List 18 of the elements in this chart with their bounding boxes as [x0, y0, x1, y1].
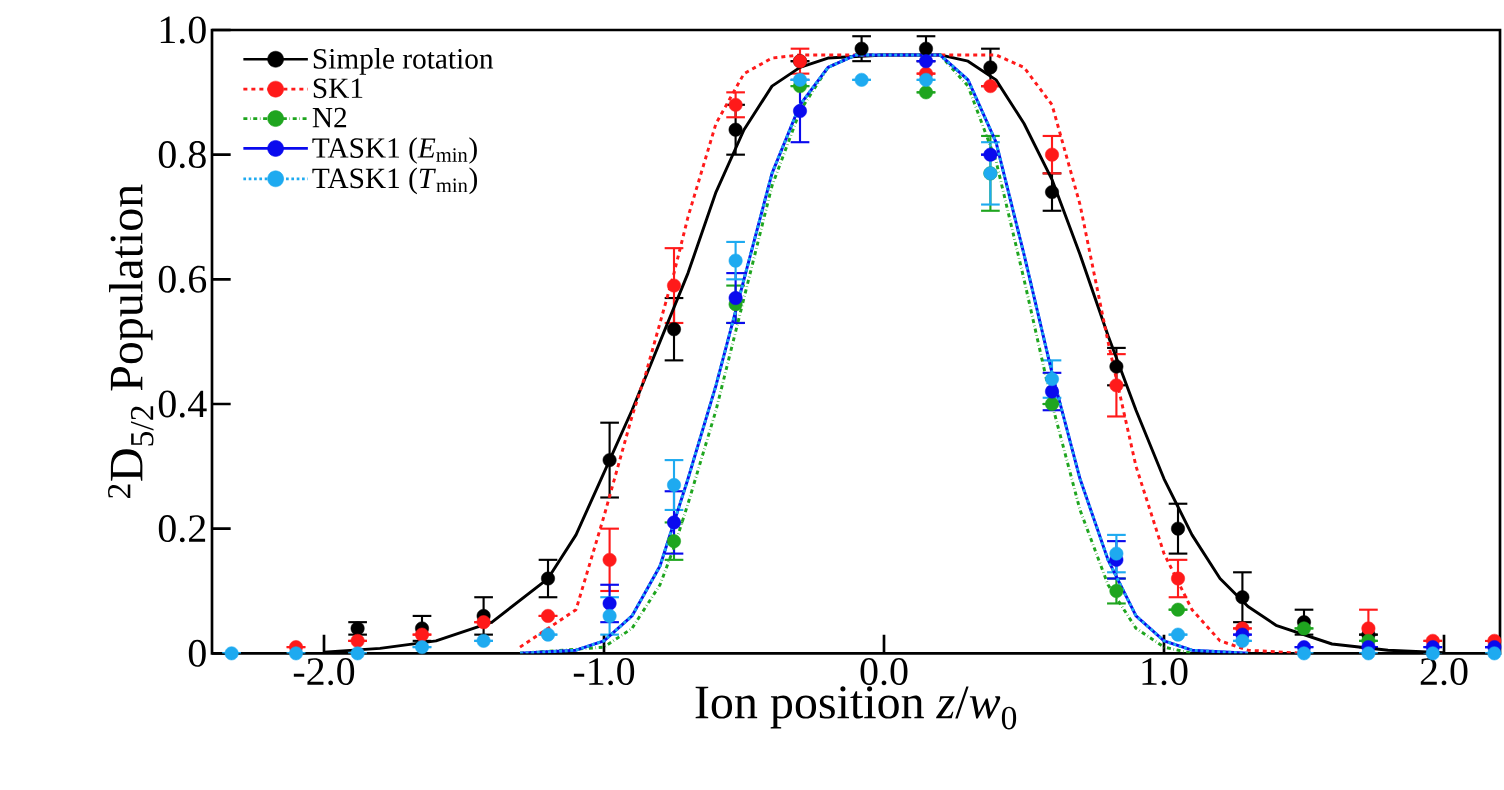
legend-label: TASK1 (E$_{min}$) — [312, 137, 477, 164]
x-tick-label: 2.0 — [1420, 658, 1468, 686]
x-tick-label: 1.0 — [1142, 658, 1188, 686]
y-tick-label: 0 — [188, 639, 206, 667]
legend-label: Simple rotation — [313, 48, 494, 75]
y-tick-label: 0.4 — [158, 390, 207, 418]
y-tick-label: 0.8 — [158, 141, 206, 169]
x-axis-title: Ion position z/w$_{0}$ — [695, 686, 1017, 730]
legend-label: TASK1 (T$_{min}$) — [312, 167, 478, 195]
y-tick-label: 0.2 — [158, 515, 206, 543]
y-tick-label: 0.6 — [158, 265, 207, 293]
legend-label: SK1 — [313, 78, 363, 99]
x-tick-label: 0.0 — [860, 658, 908, 686]
x-tick-label: -1.0 — [573, 658, 635, 686]
y-axis-title: $^{2}$D$_{5/2}$ Population — [108, 184, 154, 499]
x-tick-label: -2.0 — [293, 658, 355, 686]
y-tick-label: 1.0 — [160, 16, 206, 44]
legend-label: N2 — [312, 107, 347, 128]
